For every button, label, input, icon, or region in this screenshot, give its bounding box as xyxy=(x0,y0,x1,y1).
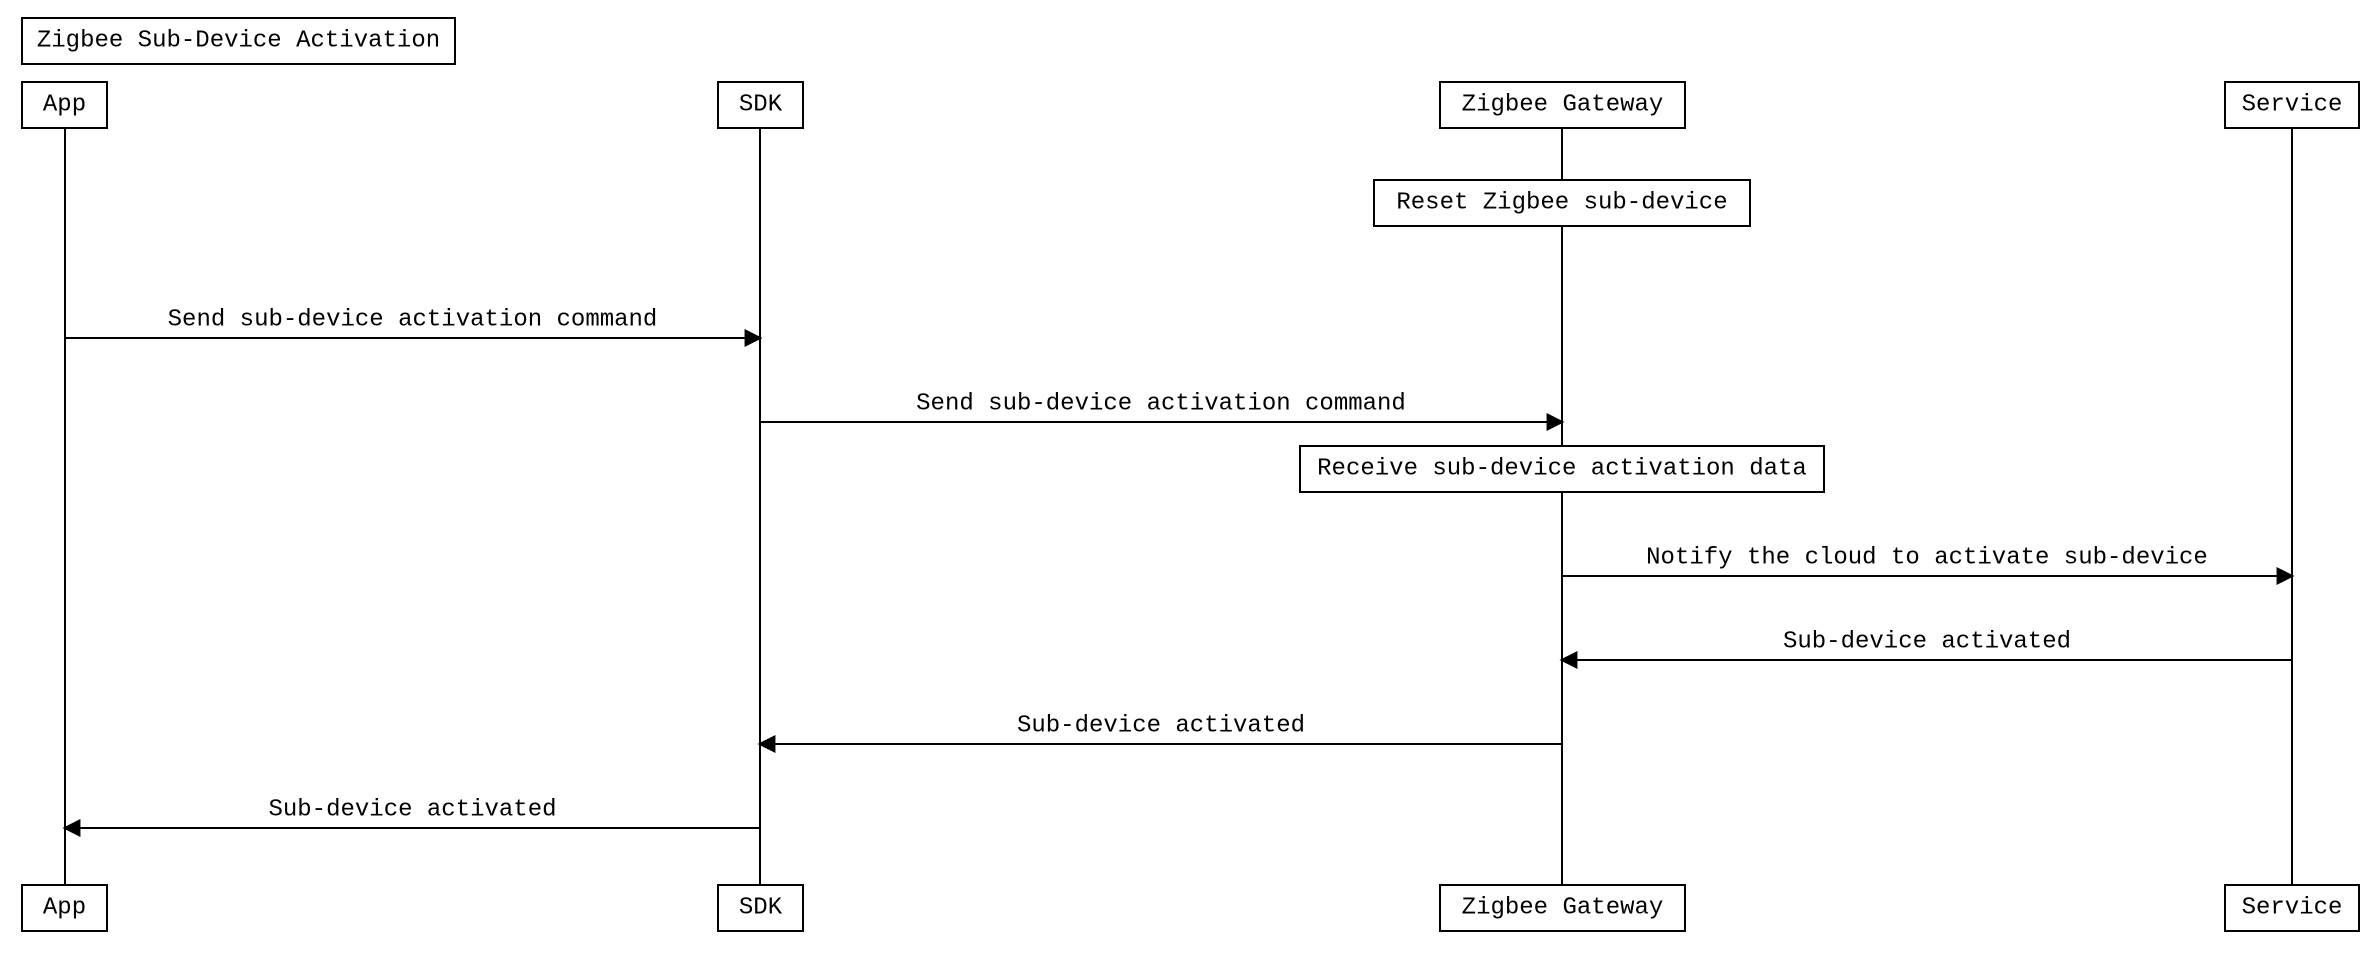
participant-gateway-top-label: Zigbee Gateway xyxy=(1462,92,1664,119)
participant-service-bottom-label: Service xyxy=(2242,895,2343,922)
message-label-1: Send sub-device activation command xyxy=(916,391,1406,418)
participant-app-bottom-label: App xyxy=(43,895,86,922)
participant-sdk-bottom-label: SDK xyxy=(739,895,783,922)
message-label-4: Sub-device activated xyxy=(1017,713,1305,740)
participant-gateway-bottom-label: Zigbee Gateway xyxy=(1462,895,1664,922)
message-label-3: Sub-device activated xyxy=(1783,629,2071,656)
participant-sdk-top-label: SDK xyxy=(739,92,783,119)
note-1-label: Receive sub-device activation data xyxy=(1317,456,1807,483)
message-label-0: Send sub-device activation command xyxy=(168,307,658,334)
message-label-2: Notify the cloud to activate sub-device xyxy=(1646,545,2208,572)
note-0-label: Reset Zigbee sub-device xyxy=(1396,190,1727,217)
diagram-title-label: Zigbee Sub-Device Activation xyxy=(37,28,440,55)
message-label-5: Sub-device activated xyxy=(268,797,556,824)
sequence-diagram: Zigbee Sub-Device Activation App App SDK SDK… xyxy=(0,0,2364,980)
participant-app-top-label: App xyxy=(43,92,86,119)
participant-service-top-label: Service xyxy=(2242,92,2343,119)
